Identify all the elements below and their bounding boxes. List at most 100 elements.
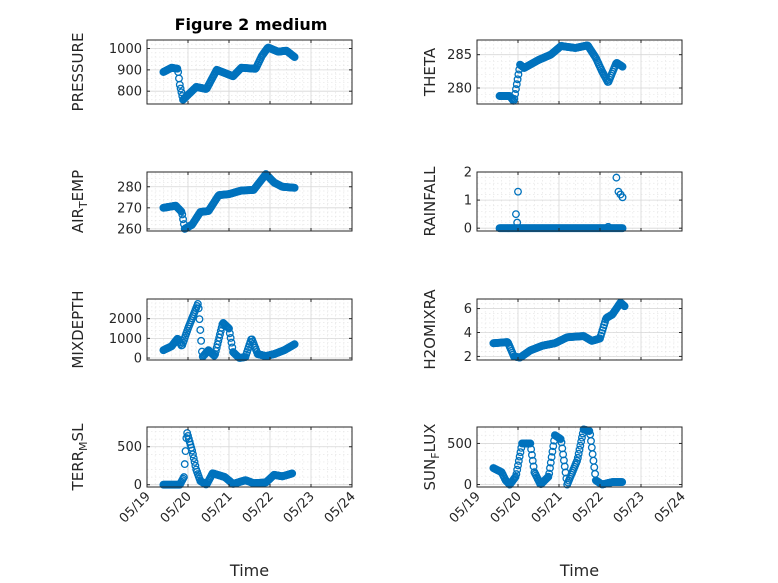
data-point — [197, 336, 206, 345]
data-point — [290, 340, 299, 349]
y-tick-label: 1000 — [109, 42, 142, 57]
data-point — [227, 338, 236, 347]
data-point — [573, 453, 582, 462]
y-axis-label: THETA — [421, 47, 439, 97]
data-point — [513, 218, 522, 227]
data-point — [574, 449, 583, 458]
axes-mixdepth: 0 1000 2000 MIXDEPTH — [69, 290, 353, 369]
data-point — [195, 315, 204, 324]
data-point — [179, 215, 188, 224]
data-point — [576, 441, 585, 450]
data-point — [510, 94, 519, 103]
y-tick-label: 260 — [117, 222, 142, 237]
data-point — [179, 473, 188, 482]
data-point — [514, 461, 522, 470]
y-tick-label: 0 — [464, 222, 472, 237]
data-point — [188, 446, 197, 455]
x-tick-label: 05/22 — [570, 489, 607, 526]
data-point — [543, 473, 552, 482]
data-point — [173, 64, 182, 73]
data-point — [577, 437, 586, 446]
data-point — [620, 302, 629, 311]
data-point — [514, 187, 522, 196]
data-point — [548, 447, 557, 456]
axes-sunflux: 0 500 05/19 05/20 05/21 05/22 05/23 05/24 SUNFLU… — [421, 424, 689, 580]
y-axis-label: H2OMIXRA — [421, 289, 439, 370]
data-point — [547, 453, 556, 462]
x-tick-label: 05/20 — [158, 489, 195, 526]
x-tick-label: 05/24 — [652, 489, 689, 526]
data-point — [513, 75, 522, 84]
axes-rainfall: 0 1 2 RAINFALL — [421, 166, 683, 237]
data-point — [177, 88, 186, 97]
y-axis-label: MIXDEPTH — [69, 290, 87, 368]
data-point — [178, 210, 187, 219]
data-point — [511, 90, 520, 98]
axes-frame — [476, 39, 683, 105]
axes-frame — [476, 426, 683, 488]
axes-frame — [146, 39, 353, 105]
y-tick-label: 285 — [447, 48, 472, 63]
axes-terrmsl: 0 500 05/19 05/20 05/21 05/22 05/23 05/24 TERRMS… — [69, 423, 359, 580]
data-point — [193, 300, 202, 308]
data-point — [225, 329, 234, 338]
x-tick-label: 05/19 — [447, 489, 484, 526]
data-point — [612, 173, 621, 182]
y-tick-label: 1 — [464, 194, 472, 209]
data-point — [290, 183, 299, 192]
data-point — [585, 427, 594, 435]
y-axis-label: AIRTEMP — [69, 170, 90, 233]
data-point — [189, 454, 198, 463]
axes-frame — [146, 171, 353, 232]
x-tick-label: 05/21 — [199, 489, 236, 526]
data-point — [513, 465, 522, 474]
data-point — [588, 450, 597, 459]
data-point — [546, 458, 555, 467]
y-tick-label: 0 — [464, 478, 472, 493]
figure-title: Figure 2 medium — [175, 15, 328, 34]
x-tick-label: 05/23 — [611, 489, 648, 526]
data-point — [175, 74, 183, 83]
data-point — [176, 206, 185, 215]
data-point — [512, 470, 521, 479]
y-tick-label: 2 — [464, 166, 472, 181]
axes-frame — [476, 298, 683, 361]
data-point — [618, 478, 627, 487]
data-point — [175, 80, 184, 89]
x-axis-label: Time — [229, 561, 269, 580]
data-point — [618, 193, 627, 202]
data-point — [541, 475, 550, 484]
y-axis-label: RAINFALL — [421, 166, 439, 237]
data-point — [528, 456, 537, 465]
x-tick-label: 05/21 — [529, 489, 566, 526]
data-point — [514, 457, 523, 465]
x-tick-label: 05/20 — [488, 489, 525, 526]
data-point — [527, 450, 536, 459]
data-point — [544, 472, 553, 481]
data-point — [190, 457, 199, 466]
y-axis-label: SUNFLUX — [421, 424, 442, 491]
y-tick-label: 0 — [134, 352, 142, 367]
y-tick-label: 900 — [117, 63, 142, 78]
y-tick-label: 800 — [117, 85, 142, 100]
data-point — [514, 70, 523, 79]
data-point — [545, 469, 554, 478]
data-point — [526, 439, 535, 448]
data-point — [207, 349, 216, 358]
data-point — [515, 452, 524, 461]
data-point — [512, 85, 520, 94]
axes-airtemp: 260 270 280 AIRTEMP — [69, 170, 353, 237]
data-point — [516, 448, 525, 457]
data-point — [288, 469, 297, 478]
y-tick-label: 500 — [447, 437, 472, 452]
data-point — [591, 469, 600, 478]
data-point — [575, 445, 584, 454]
data-point — [604, 222, 613, 231]
axes-pressure: 800 900 1000 PRESSURE — [69, 33, 353, 111]
y-tick-label: 4 — [464, 326, 472, 341]
axes-frame — [476, 171, 683, 232]
data-point — [175, 205, 184, 214]
x-tick-label: 05/22 — [240, 489, 277, 526]
data-point — [578, 433, 586, 442]
